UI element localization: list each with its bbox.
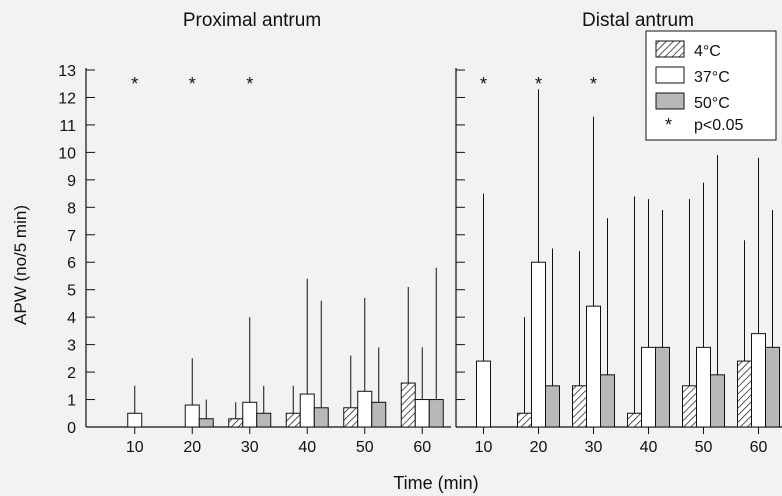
- y-tick-label: 6: [67, 255, 76, 272]
- significance-marker: *: [246, 74, 253, 94]
- x-tick-label: 50: [695, 439, 713, 456]
- x-tick-label: 50: [356, 439, 374, 456]
- bar-distal-37c: [696, 346, 711, 428]
- legend-label-50c: 50°C: [694, 95, 730, 112]
- legend: 4°C 37°C 50°C * p<0.05: [645, 30, 777, 141]
- bar-proximal-50c: [371, 401, 387, 428]
- y-tick-label: 9: [67, 173, 76, 190]
- panel-title-distal: Distal antrum: [582, 10, 694, 31]
- y-tick-label: 2: [67, 365, 76, 382]
- y-tick-label: 0: [67, 420, 76, 437]
- bar-proximal-4c: [285, 412, 301, 428]
- bar-proximal-37c: [299, 393, 315, 428]
- y-tick-label: 10: [58, 145, 76, 162]
- bar-proximal-4c: [228, 418, 244, 428]
- bar-distal-50c: [545, 385, 560, 428]
- y-tick-label: 11: [59, 118, 76, 135]
- significance-marker: *: [535, 74, 542, 94]
- x-tick-label: 20: [183, 439, 201, 456]
- bar-distal-4c: [737, 360, 752, 428]
- bar-proximal-37c: [414, 399, 430, 428]
- y-tick-label: 8: [67, 200, 76, 217]
- x-tick-label: 30: [241, 439, 259, 456]
- x-tick-label: 40: [298, 439, 316, 456]
- bar-proximal-37c: [242, 401, 258, 428]
- bar-distal-37c: [751, 333, 766, 428]
- legend-label-4c: 4°C: [694, 43, 721, 60]
- y-tick-label: 12: [58, 90, 76, 107]
- legend-swatch-37c: [655, 66, 685, 84]
- significance-marker: *: [480, 74, 487, 94]
- bar-proximal-50c: [313, 407, 329, 428]
- bar-distal-50c: [600, 374, 615, 428]
- x-tick-label: 60: [750, 439, 768, 456]
- x-tick-label: 30: [585, 439, 603, 456]
- bar-proximal-4c: [400, 382, 416, 428]
- legend-swatch-4c: [655, 40, 685, 58]
- bar-proximal-37c: [184, 404, 200, 428]
- y-tick-label: 5: [67, 283, 76, 300]
- x-tick-label: 20: [530, 439, 548, 456]
- panel-distal-antrum: 10 * 20 * 30 * 40 50 60: [455, 68, 782, 456]
- y-tick-label: 7: [67, 228, 76, 245]
- bar-proximal-50c: [428, 399, 444, 428]
- bar-distal-4c: [517, 412, 532, 428]
- y-tick-label: 13: [58, 63, 76, 80]
- y-tick-label: 4: [67, 310, 76, 327]
- x-tick-label: 60: [413, 439, 431, 456]
- y-axis-label: APW (no/5 min): [11, 205, 30, 325]
- x-tick-label: 10: [475, 439, 493, 456]
- x-tick-label: 40: [640, 439, 658, 456]
- x-axis-label: Time (min): [393, 473, 478, 493]
- bar-distal-4c: [572, 385, 587, 428]
- bar-proximal-50c: [256, 412, 272, 428]
- bar-distal-50c: [655, 346, 670, 428]
- significance-marker: *: [590, 74, 597, 94]
- significance-marker: *: [131, 74, 138, 94]
- bar-distal-4c: [627, 412, 642, 428]
- bar-distal-50c: [765, 346, 780, 428]
- y-tick-label: 1: [67, 393, 76, 410]
- legend-label-significance: p<0.05: [694, 117, 743, 134]
- x-tick-label: 10: [126, 439, 144, 456]
- bar-distal-37c: [586, 305, 601, 428]
- legend-symbol-asterisk: *: [665, 115, 672, 135]
- significance-marker: *: [189, 74, 196, 94]
- panel-title-proximal: Proximal antrum: [183, 10, 321, 31]
- bar-distal-50c: [710, 374, 725, 428]
- bar-distal-37c: [531, 261, 546, 428]
- y-tick-label: 3: [67, 338, 76, 355]
- bar-distal-37c: [641, 346, 656, 428]
- bar-proximal-37c: [127, 412, 143, 428]
- bar-distal-37c: [476, 360, 491, 428]
- bar-proximal-4c: [343, 407, 359, 428]
- legend-swatch-50c: [655, 92, 685, 110]
- bar-proximal-50c: [198, 418, 214, 428]
- bar-proximal-37c: [357, 390, 373, 428]
- bar-distal-4c: [682, 385, 697, 428]
- legend-label-37c: 37°C: [694, 69, 730, 86]
